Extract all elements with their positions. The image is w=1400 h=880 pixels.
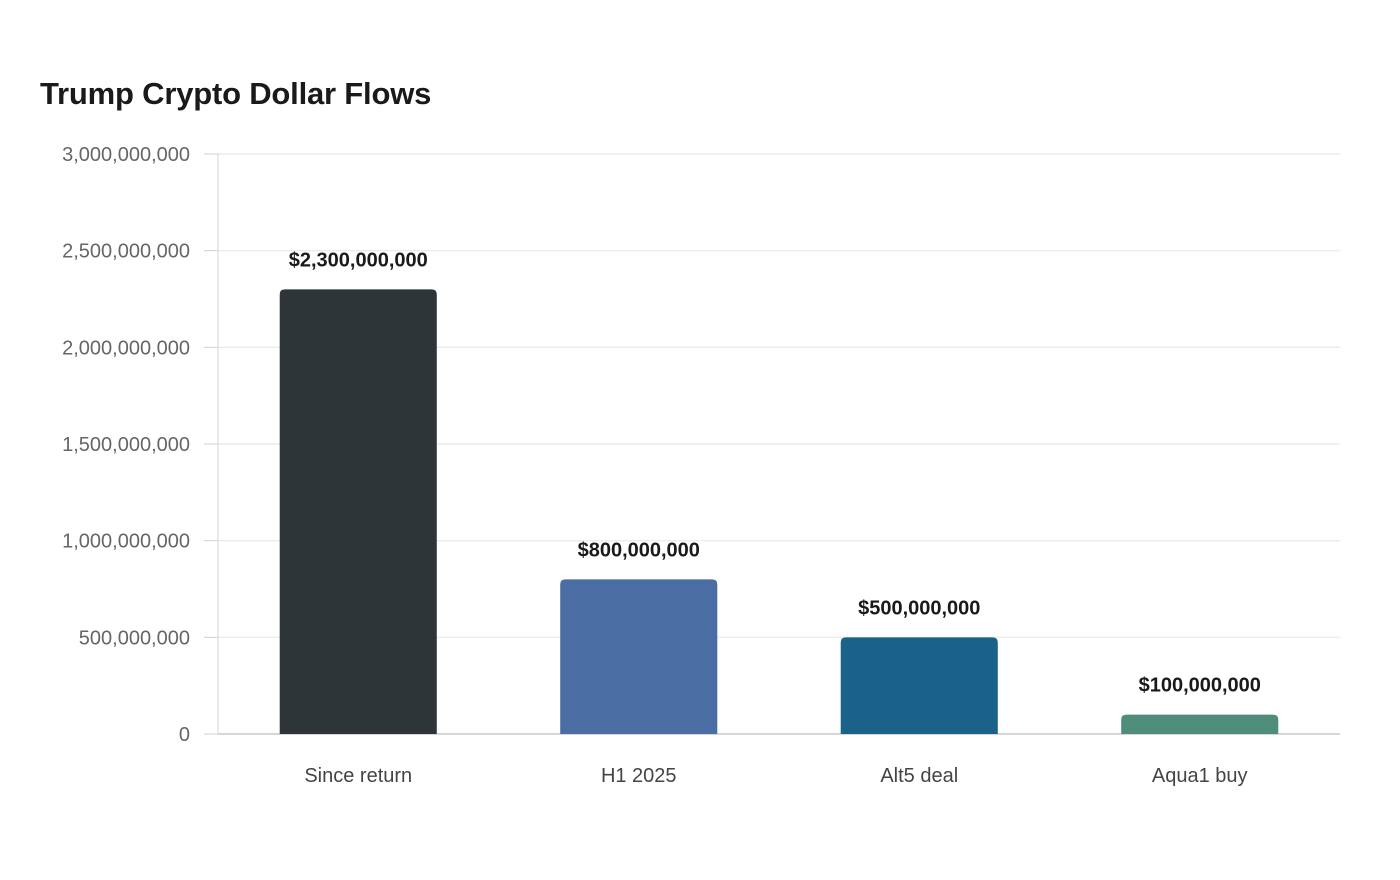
- bar[interactable]: [1121, 714, 1279, 734]
- x-tick-label: Since return: [304, 765, 412, 787]
- labels: 0 500,000,000 1,000,000,000 1,500,000,000 2,…: [62, 144, 1261, 787]
- bars: [279, 289, 1279, 734]
- x-tick-label: H1 2025: [601, 765, 677, 787]
- data-label: $100,000,000: [1139, 675, 1261, 697]
- data-label: $500,000,000: [858, 597, 980, 619]
- bar[interactable]: [560, 579, 718, 734]
- y-tick-label: 0: [179, 724, 190, 746]
- x-tick-label: Aqua1 buy: [1152, 765, 1248, 787]
- y-tick-label: 2,500,000,000: [62, 241, 190, 263]
- x-tick-label: Alt5 deal: [880, 765, 958, 787]
- y-tick-label: 500,000,000: [79, 627, 190, 649]
- bar[interactable]: [840, 637, 998, 734]
- y-tick-label: 3,000,000,000: [62, 144, 190, 166]
- chart-title: Trump Crypto Dollar Flows: [40, 76, 432, 111]
- y-tick-label: 2,000,000,000: [62, 337, 190, 359]
- y-tick-label: 1,000,000,000: [62, 531, 190, 553]
- data-label: $800,000,000: [578, 539, 700, 561]
- bar[interactable]: [279, 289, 437, 734]
- y-tick-label: 1,500,000,000: [62, 434, 190, 456]
- data-label: $2,300,000,000: [289, 249, 428, 271]
